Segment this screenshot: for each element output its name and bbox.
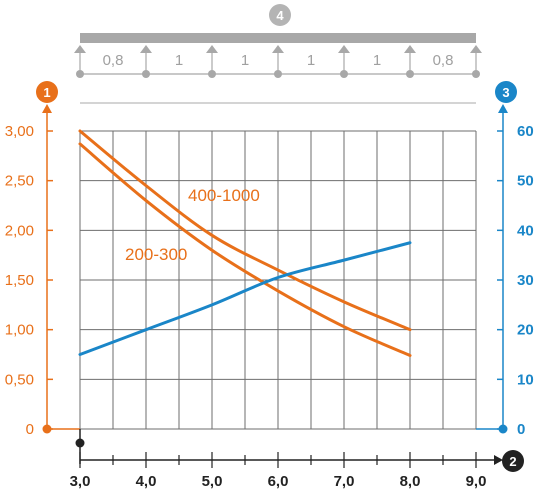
- x-axis-tick-label: 7,0: [334, 473, 355, 490]
- x-axis-tick-label: 5,0: [202, 473, 223, 490]
- left-axis-arrow: [42, 104, 52, 113]
- span-label: 0,8: [103, 52, 124, 69]
- right-axis-badge-number: 3: [502, 85, 509, 100]
- x-axis-tick-label: 8,0: [400, 473, 421, 490]
- beam-span-labels: 0,8 1 1 1 1 0,8: [103, 52, 454, 69]
- x-axis-tick-label: 6,0: [268, 473, 289, 490]
- beam-diagram: 0,8 1 1 1 1 0,8: [74, 33, 482, 104]
- beam-badge: 4: [269, 4, 291, 26]
- tick-labels: 0 0,50 1,00 1,50 2,00 2,50 3,00 0 10 20 30 40 50 60 3,…: [5, 123, 534, 490]
- left-axis-tick-label: 2,50: [5, 173, 34, 190]
- right-axis-tick-label: 20: [517, 322, 534, 339]
- left-axis-tick-label: 3,00: [5, 123, 34, 140]
- right-axis-tick-label: 10: [517, 371, 534, 388]
- left-axis-badge-number: 1: [43, 85, 50, 100]
- support-triangle-icon: [338, 45, 350, 53]
- span-label: 1: [373, 52, 381, 69]
- beam-supports: [74, 45, 482, 78]
- series-line-blue: [78, 241, 412, 356]
- support-triangle-icon: [470, 45, 482, 53]
- support-triangle-icon: [404, 45, 416, 53]
- support-triangle-icon: [206, 45, 218, 53]
- left-axis-tick-label: 0: [26, 421, 34, 438]
- support-triangle-icon: [272, 45, 284, 53]
- series-line-400-1000: [78, 129, 412, 332]
- support-triangle-icon: [74, 45, 86, 53]
- x-axis-origin-dot: [75, 438, 85, 448]
- left-axis-badge: 1: [36, 81, 58, 103]
- x-axis-badge-number: 2: [509, 454, 516, 469]
- series-label-400-1000: 400-1000: [188, 186, 260, 205]
- span-label: 0,8: [433, 52, 454, 69]
- support-triangle-icon: [140, 45, 152, 53]
- span-label: 1: [307, 52, 315, 69]
- left-axis-tick-label: 0,50: [5, 371, 34, 388]
- x-axis-tick-label: 9,0: [466, 473, 487, 490]
- chart-series: [78, 129, 412, 357]
- chart-grid: [79, 130, 477, 430]
- left-axis-tick-label: 1,50: [5, 272, 34, 289]
- beam-bar: [80, 33, 476, 43]
- beam-badge-number: 4: [276, 8, 284, 23]
- left-axis-tick-label: 1,00: [5, 322, 34, 339]
- x-axis-tick-label: 3,0: [70, 473, 91, 490]
- right-axis-tick-label: 60: [517, 123, 534, 140]
- x-axis-minor-ticks: [79, 452, 477, 468]
- chart-axes: [42, 104, 508, 465]
- series-label-200-300: 200-300: [125, 245, 187, 264]
- right-axis-tick-label: 50: [517, 173, 534, 190]
- x-axis-badge: 2: [502, 450, 524, 472]
- right-axis-tick-label: 30: [517, 272, 534, 289]
- left-axis-tick-label: 2,00: [5, 222, 34, 239]
- right-axis-tick-label: 40: [517, 222, 534, 239]
- right-axis-tick-label: 0: [517, 421, 525, 438]
- right-axis-arrow: [498, 104, 508, 113]
- x-axis-tick-label: 4,0: [136, 473, 157, 490]
- right-axis-badge: 3: [495, 81, 517, 103]
- x-axis-arrow: [494, 455, 503, 465]
- span-label: 1: [175, 52, 183, 69]
- series-line-200-300: [78, 142, 412, 357]
- span-label: 1: [241, 52, 249, 69]
